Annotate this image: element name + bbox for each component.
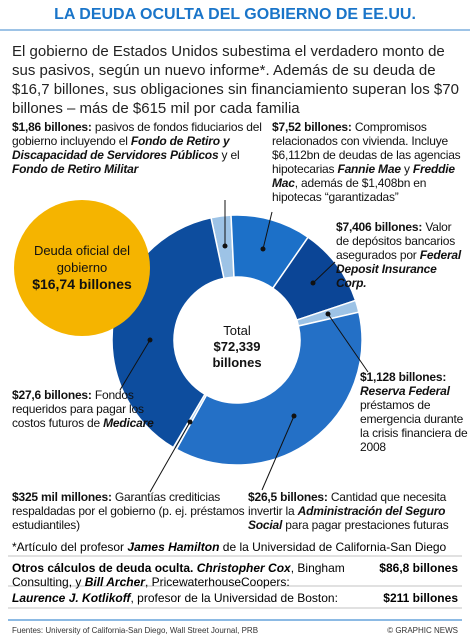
center-unit: billones xyxy=(212,355,262,370)
text-run: : xyxy=(347,120,355,134)
official-debt-circle xyxy=(14,200,150,336)
text-run: de la Universidad de California-San Dieg… xyxy=(219,540,447,554)
pie-slice xyxy=(175,311,363,466)
text-run: Fannie Mae xyxy=(337,162,401,176)
leader-dot xyxy=(310,280,316,286)
slice-annotation: $1,86 billones: pasivos de fondos fiduci… xyxy=(12,120,267,176)
leader-line xyxy=(149,421,191,493)
text-run: Reserva Federal xyxy=(360,384,450,398)
official-debt-value: $16,74 billones xyxy=(32,276,132,292)
value-label: $26,5 billones xyxy=(248,490,324,504)
slice-annotation: $27,6 billones: Fondos requeridos para p… xyxy=(12,388,177,430)
slice-annotation: $7,52 billones: Compromisos relacionados… xyxy=(272,120,462,204)
text-run: , además de $1,408bn en hipotecas “garan… xyxy=(272,176,427,204)
credit: © GRAPHIC NEWS xyxy=(387,626,458,635)
center-label: Total $72,339 billones xyxy=(187,323,287,371)
text-run: Federal Deposit Insurance Corp. xyxy=(336,248,462,290)
text-run: Fondo de Retiro y Discapacidad de Servid… xyxy=(12,134,230,162)
text-run: Freddie Mac xyxy=(272,162,455,190)
leader-line xyxy=(327,313,369,373)
text-run: Fondo de Retiro Militar xyxy=(12,162,139,176)
value-label: $7,406 billones xyxy=(336,220,419,234)
text-run: Christopher Cox xyxy=(196,561,291,575)
text-run: : xyxy=(87,388,95,402)
leader-line xyxy=(119,339,151,391)
text-run: Cantidad que necesita invertir la xyxy=(248,490,447,518)
text-run: Administración del Seguro Social xyxy=(248,504,446,532)
value-label: $7,52 billones xyxy=(272,120,348,134)
slice-annotation: $7,406 billones: Valor de depósitos banc… xyxy=(336,220,466,290)
center-value: $72,339 xyxy=(213,339,261,354)
estimate-value: $86,8 billones xyxy=(379,561,458,575)
text-run: : xyxy=(107,490,115,504)
text-run: Laurence J. Kotlikoff xyxy=(12,591,131,605)
text-run: : xyxy=(442,370,447,384)
slice-annotation: $1,128 billones: Reserva Federal préstam… xyxy=(360,370,468,454)
text-run: pasivos de fondos fiduciarios del gobier… xyxy=(12,120,262,148)
leader-line xyxy=(261,415,295,491)
subtitle: El gobierno de Estados Unidos subestima … xyxy=(12,43,459,117)
note: *Artículo del profesor James Hamilton de… xyxy=(12,540,458,554)
text-run: Fondos requeridos para pagar los costos … xyxy=(12,388,144,430)
text-run: Garantías crediticias respaldadas por el… xyxy=(12,490,245,532)
slice-annotation: $26,5 billones: Cantidad que necesita in… xyxy=(248,490,463,532)
estimate-value: $211 billones xyxy=(383,591,458,605)
official-debt-label: Deuda oficial del gobierno xyxy=(33,243,131,275)
text-run: : xyxy=(87,120,95,134)
value-label: $325 mil millones xyxy=(12,490,108,504)
center-title: Total xyxy=(223,323,251,338)
text-run: Compromisos relacionados con vivienda. I… xyxy=(272,120,461,176)
estimate: Laurence J. Kotlikoff, profesor de la Un… xyxy=(12,591,458,605)
text-run: y xyxy=(400,162,413,176)
text-run: Otros cálculos de deuda oculta. xyxy=(12,561,197,575)
text-run: Medicare xyxy=(103,416,154,430)
leader-dot xyxy=(291,413,297,419)
estimate-source: Otros cálculos de deuda oculta. Christop… xyxy=(12,561,352,589)
text-run: James Hamilton xyxy=(127,540,220,554)
text-run: , PricewaterhouseCoopers: xyxy=(144,575,290,589)
text-run: *Artículo del profesor xyxy=(12,540,128,554)
source: Fuentes: University of California-San Di… xyxy=(12,626,259,635)
text-run: Bill Archer xyxy=(84,575,145,589)
chart-title: LA DEUDA OCULTA DEL GOBIERNO DE EE.UU. xyxy=(54,6,416,23)
text-run: : xyxy=(418,220,426,234)
text-run: para pagar prestaciones futuras xyxy=(282,518,449,532)
value-label: $1,86 billones xyxy=(12,120,88,134)
text-run: , Bingham Consulting, y xyxy=(12,561,345,589)
estimate-source: Laurence J. Kotlikoff, profesor de la Un… xyxy=(12,591,352,605)
leader-dot xyxy=(222,243,228,249)
value-label: $27,6 billones xyxy=(12,388,88,402)
text-run: Valor de depósitos bancarios asegurados … xyxy=(336,220,456,262)
text-run: y el xyxy=(218,148,240,162)
leader-dot xyxy=(260,246,266,252)
leader-dot xyxy=(325,311,331,317)
text-run: , profesor de la Universidad de Boston: xyxy=(130,591,338,605)
leader-line xyxy=(262,211,273,250)
slice-annotation: $325 mil millones: Garantías crediticias… xyxy=(12,490,247,532)
text-run: préstamos de emergencia durante la crisi… xyxy=(360,398,468,454)
leader-dot xyxy=(147,337,153,343)
text-run: : xyxy=(323,490,331,504)
leader-dot xyxy=(187,419,193,425)
official-debt: Deuda oficial del gobierno $16,74 billon… xyxy=(22,242,142,293)
value-label: $1,128 billones xyxy=(360,370,443,384)
estimate: Otros cálculos de deuda oculta. Christop… xyxy=(12,561,458,589)
leader-line xyxy=(312,261,336,284)
